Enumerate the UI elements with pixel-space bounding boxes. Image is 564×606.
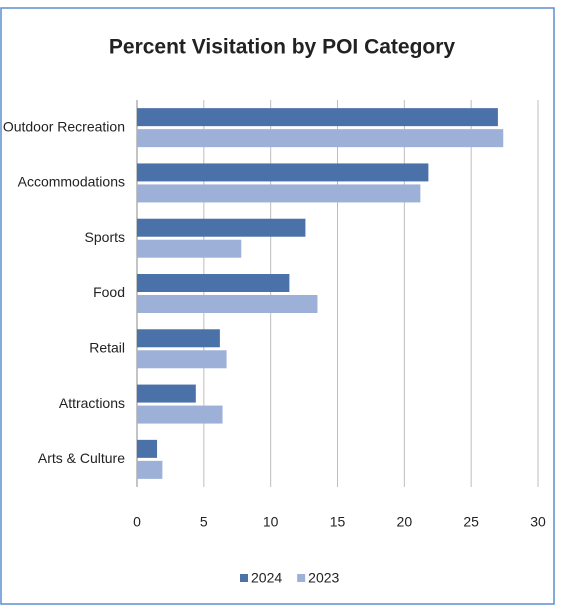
y-tick-label: Sports <box>85 229 125 245</box>
legend-label: 2023 <box>308 570 339 586</box>
bar <box>137 350 227 369</box>
bar <box>137 218 306 237</box>
x-tick-label: 0 <box>133 514 141 530</box>
legend-swatch <box>240 574 248 582</box>
bar <box>137 184 421 203</box>
x-tick-label: 15 <box>330 514 346 530</box>
y-tick-label: Outdoor Recreation <box>3 118 125 134</box>
bar <box>137 129 504 148</box>
chart-title: Percent Visitation by POI Category <box>109 36 456 59</box>
x-tick-label: 20 <box>397 514 413 530</box>
y-tick-label: Retail <box>89 339 125 355</box>
bar <box>137 460 163 479</box>
bar <box>137 384 196 403</box>
bar <box>137 274 290 292</box>
x-tick-label: 25 <box>463 514 479 530</box>
y-tick-label: Accommodations <box>18 174 125 190</box>
x-tick-label: 10 <box>263 514 279 530</box>
bar <box>137 439 158 458</box>
legend-swatch <box>297 574 306 582</box>
bar <box>137 295 318 313</box>
bar <box>137 405 223 424</box>
legend-label: 2024 <box>251 570 282 586</box>
bar <box>137 239 242 258</box>
x-tick-label: 5 <box>200 514 208 530</box>
bar <box>137 329 220 348</box>
bar <box>137 108 498 127</box>
x-tick-label: 30 <box>530 514 546 530</box>
y-tick-label: Arts & Culture <box>38 450 125 466</box>
y-tick-label: Food <box>93 284 125 300</box>
y-tick-label: Attractions <box>59 395 125 411</box>
bar <box>137 163 429 182</box>
